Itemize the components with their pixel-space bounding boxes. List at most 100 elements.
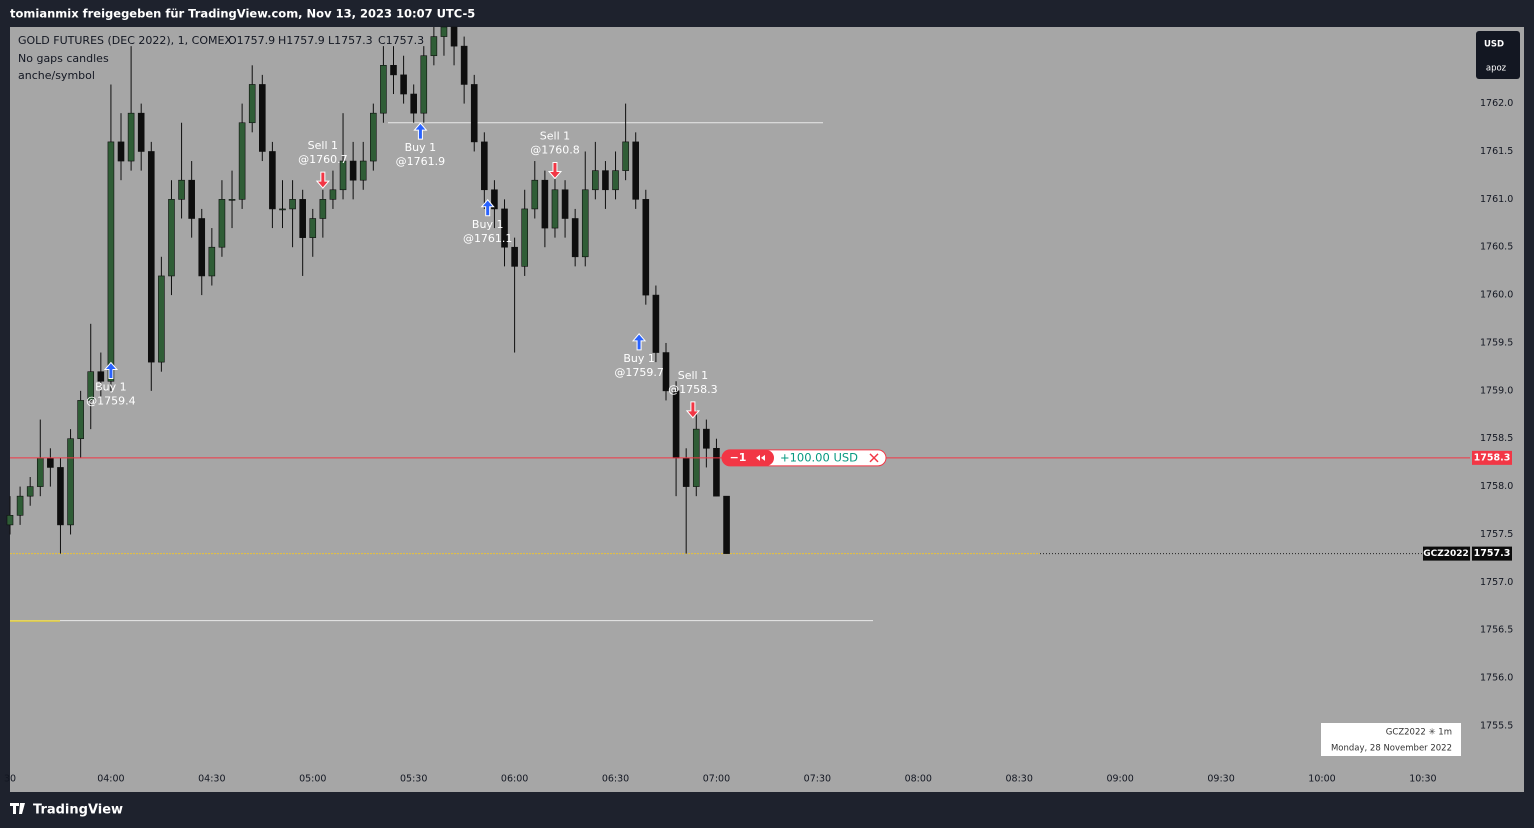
footer-brand: TradingView — [33, 803, 123, 818]
x-tick-label: 08:00 — [905, 774, 932, 785]
scale-box[interactable] — [1476, 31, 1520, 79]
candle-body — [420, 55, 428, 114]
candle-body — [289, 199, 296, 210]
chart-background — [10, 27, 1524, 792]
candle-body — [47, 457, 54, 468]
candle-body — [602, 170, 609, 191]
trade-label: Buy 1 — [405, 141, 437, 154]
candle-body — [218, 199, 226, 248]
reverse-icon — [756, 454, 765, 461]
logo — [10, 803, 25, 814]
candle-body — [359, 160, 367, 181]
candle-body — [339, 160, 347, 191]
y-tick-label: 1758.5 — [1480, 433, 1513, 444]
candle-body — [652, 294, 660, 353]
y-tick-label: 1760.5 — [1480, 242, 1513, 253]
symbol-title: GOLD FUTURES (DEC 2022), 1, COMEX — [18, 34, 232, 47]
candle-body — [299, 199, 306, 238]
x-tick-label: 04:30 — [198, 774, 225, 785]
info-date: Monday, 28 November 2022 — [1331, 744, 1452, 754]
candles — [6, 26, 730, 554]
candle-body — [238, 122, 246, 200]
indicator: anche/symbol — [18, 69, 95, 82]
candle-body — [561, 189, 569, 219]
y-tick-label: 1756.5 — [1480, 625, 1513, 636]
candle-body — [622, 141, 629, 171]
candle-body — [541, 179, 549, 229]
x-tick-label: 09:30 — [1207, 774, 1234, 785]
candle-body — [571, 218, 579, 258]
x-tick-label: 06:00 — [501, 774, 528, 785]
candle-body — [168, 199, 175, 277]
y-tick-label: 1757.5 — [1480, 529, 1513, 540]
x-tick-label: 10:30 — [1409, 774, 1436, 785]
trade-arrow — [103, 361, 119, 380]
y-tick-label: 1756.0 — [1480, 673, 1513, 684]
candle-body — [178, 179, 185, 200]
info-symbol: GCZ2022 ✳ 1m — [1386, 728, 1452, 738]
candle-body — [470, 84, 478, 143]
header: tomianmix freigegeben für TradingView.co… — [10, 7, 475, 21]
ohlc-legend: C1757.3 — [378, 34, 424, 47]
position-qty-bg — [722, 449, 774, 466]
candle-body — [491, 189, 498, 210]
scale-mode[interactable]: apoz — [1486, 64, 1507, 74]
ohlc-legend: H1757.9 — [278, 34, 325, 47]
candle-body — [309, 218, 317, 238]
trade-price: @1758.3 — [668, 383, 718, 396]
trade-arrow — [685, 401, 700, 419]
x-tick-label: 30 — [4, 774, 16, 785]
close-button[interactable] — [869, 453, 879, 463]
y-tick-label: 1762.0 — [1480, 98, 1513, 109]
position-pnl: +100.00 USD — [780, 450, 858, 464]
x-tick-label: 05:30 — [400, 774, 427, 785]
candle-body — [6, 515, 14, 526]
candle-body — [16, 495, 24, 516]
candle-body — [97, 371, 105, 382]
candle-body — [127, 112, 135, 162]
x-tick-label: 04:00 — [97, 774, 124, 785]
candle-body — [198, 218, 206, 277]
candle-body — [36, 457, 44, 487]
trade-label: Sell 1 — [540, 129, 570, 142]
candle-body — [228, 199, 236, 201]
candle-body — [450, 26, 458, 47]
candle-body — [581, 189, 589, 258]
trade-arrow — [315, 171, 330, 189]
candle-body — [269, 151, 276, 210]
x-tick-label: 09:00 — [1106, 774, 1133, 785]
candle-body — [380, 64, 387, 114]
trade-arrow — [480, 199, 495, 217]
info-box — [1321, 723, 1461, 756]
x-tick-label: 07:30 — [804, 774, 831, 785]
candle-body — [77, 400, 84, 440]
trade-label: Buy 1 — [472, 218, 504, 231]
trade-arrow — [413, 122, 428, 140]
trade-price: @1760.7 — [298, 153, 348, 166]
position-price-tag — [1472, 450, 1512, 465]
candle-body — [57, 467, 64, 526]
y-tick-label: 1759.0 — [1480, 385, 1513, 396]
trade-arrow — [547, 161, 563, 180]
currency[interactable]: USD — [1484, 40, 1504, 50]
candle-body — [612, 170, 619, 191]
last-price-tag — [1472, 546, 1512, 561]
candle-body — [147, 151, 155, 363]
trade-price: @1761.9 — [396, 155, 446, 168]
trade-label: Buy 1 — [623, 352, 655, 365]
x-tick-label: 06:30 — [602, 774, 629, 785]
candle-body — [703, 428, 710, 449]
candle-body — [501, 208, 508, 248]
symbol-tag — [1423, 546, 1470, 561]
y-tick-label: 1755.5 — [1480, 720, 1513, 731]
y-tick-label: 1759.5 — [1480, 337, 1513, 348]
ohlc-legend: O1757.9 — [228, 34, 275, 47]
candle-body — [26, 486, 34, 497]
candle-body — [410, 93, 417, 114]
candle-body — [188, 179, 195, 219]
x-tick-label: 08:30 — [1006, 774, 1033, 785]
trade-label: Buy 1 — [95, 381, 127, 394]
y-tick-label: 1757.0 — [1480, 577, 1513, 588]
